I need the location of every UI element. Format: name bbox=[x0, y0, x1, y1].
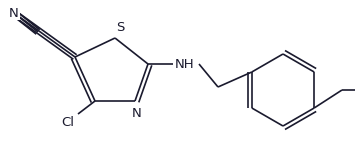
Text: Cl: Cl bbox=[62, 115, 74, 128]
Text: S: S bbox=[116, 21, 124, 33]
Text: N: N bbox=[9, 7, 19, 20]
Text: NH: NH bbox=[175, 58, 195, 70]
Text: N: N bbox=[132, 107, 142, 119]
